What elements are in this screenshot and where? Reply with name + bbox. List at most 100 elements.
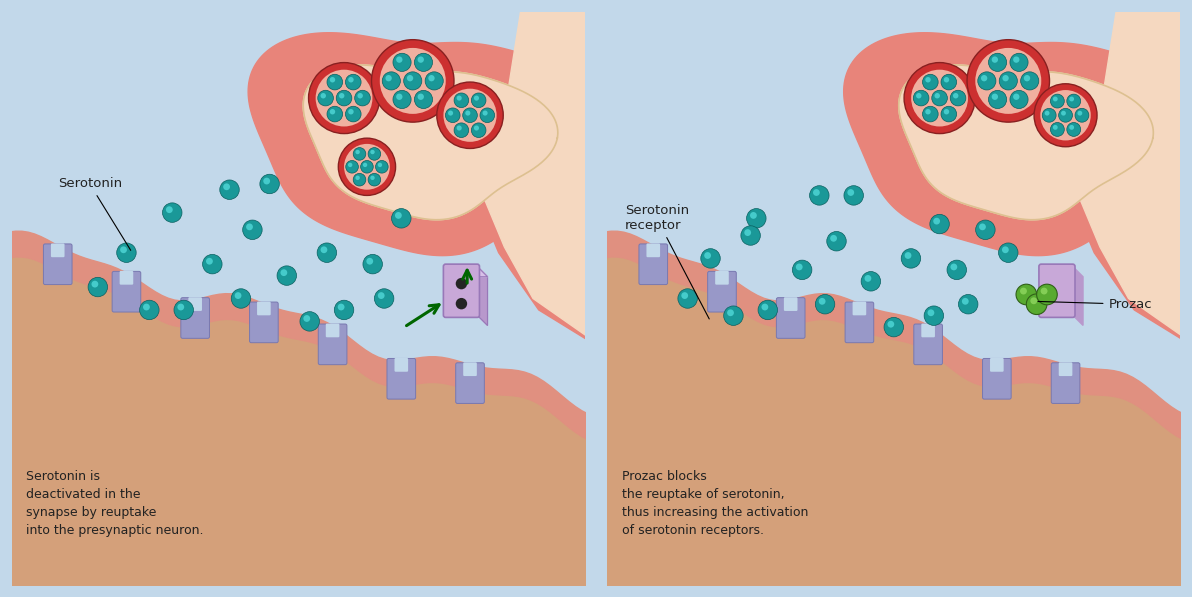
Circle shape xyxy=(988,90,1006,109)
Circle shape xyxy=(380,48,446,114)
Circle shape xyxy=(383,72,401,90)
Circle shape xyxy=(443,89,497,142)
Circle shape xyxy=(762,304,769,310)
Circle shape xyxy=(378,163,383,167)
Circle shape xyxy=(446,108,460,122)
Circle shape xyxy=(958,294,977,314)
Circle shape xyxy=(391,208,411,228)
Circle shape xyxy=(962,298,969,304)
Circle shape xyxy=(404,72,422,90)
Circle shape xyxy=(1053,125,1057,130)
Circle shape xyxy=(864,275,871,282)
Text: Prozac blocks
the reuptake of serotonin,
thus increasing the activation
of serot: Prozac blocks the reuptake of serotonin,… xyxy=(622,470,808,537)
Circle shape xyxy=(321,93,325,99)
Polygon shape xyxy=(470,0,613,356)
Circle shape xyxy=(1061,111,1066,116)
Circle shape xyxy=(361,161,373,173)
Circle shape xyxy=(930,214,949,234)
Polygon shape xyxy=(248,33,619,256)
Circle shape xyxy=(436,82,503,149)
Circle shape xyxy=(992,94,998,100)
Circle shape xyxy=(905,252,912,259)
Circle shape xyxy=(480,108,495,122)
Circle shape xyxy=(417,57,424,63)
FancyBboxPatch shape xyxy=(249,302,278,343)
Circle shape xyxy=(1042,108,1056,122)
Circle shape xyxy=(415,90,433,109)
Circle shape xyxy=(368,147,380,160)
Circle shape xyxy=(143,304,150,310)
Circle shape xyxy=(1002,247,1008,253)
Circle shape xyxy=(362,163,367,167)
Circle shape xyxy=(940,106,957,122)
Circle shape xyxy=(904,63,975,134)
Circle shape xyxy=(1067,122,1081,136)
FancyBboxPatch shape xyxy=(119,271,134,285)
Polygon shape xyxy=(844,33,1192,256)
Circle shape xyxy=(348,109,354,115)
Circle shape xyxy=(474,125,479,131)
Circle shape xyxy=(830,235,837,242)
Circle shape xyxy=(223,183,230,190)
Circle shape xyxy=(950,90,966,106)
Circle shape xyxy=(368,173,380,186)
Circle shape xyxy=(346,74,361,90)
Circle shape xyxy=(139,300,159,319)
Circle shape xyxy=(1058,108,1073,122)
Circle shape xyxy=(992,57,998,63)
Circle shape xyxy=(327,74,342,90)
Circle shape xyxy=(263,178,271,184)
Circle shape xyxy=(355,176,360,180)
Circle shape xyxy=(911,70,968,127)
Circle shape xyxy=(1050,94,1064,108)
Circle shape xyxy=(927,309,935,316)
FancyBboxPatch shape xyxy=(181,298,210,338)
FancyBboxPatch shape xyxy=(852,301,867,315)
FancyBboxPatch shape xyxy=(646,244,660,257)
FancyBboxPatch shape xyxy=(257,301,271,315)
Circle shape xyxy=(471,93,486,107)
Circle shape xyxy=(1044,111,1049,116)
Circle shape xyxy=(1050,122,1064,136)
Circle shape xyxy=(1037,284,1057,305)
Circle shape xyxy=(260,174,279,193)
Circle shape xyxy=(682,292,688,299)
Circle shape xyxy=(330,77,335,82)
Circle shape xyxy=(346,161,359,173)
Circle shape xyxy=(741,226,760,245)
Circle shape xyxy=(901,249,920,268)
FancyBboxPatch shape xyxy=(1039,264,1075,318)
Circle shape xyxy=(393,90,411,109)
Circle shape xyxy=(887,321,894,328)
Circle shape xyxy=(426,72,443,90)
Polygon shape xyxy=(899,65,1154,220)
Text: Serotonin is
deactivated in the
synapse by reuptake
into the presynaptic neuron.: Serotonin is deactivated in the synapse … xyxy=(26,470,204,537)
Circle shape xyxy=(316,70,372,127)
Circle shape xyxy=(827,232,846,251)
Polygon shape xyxy=(303,65,558,220)
Circle shape xyxy=(884,318,904,337)
Circle shape xyxy=(355,150,360,154)
Circle shape xyxy=(174,300,193,319)
Circle shape xyxy=(746,208,766,228)
Circle shape xyxy=(1069,97,1074,101)
FancyBboxPatch shape xyxy=(464,362,477,376)
FancyBboxPatch shape xyxy=(51,244,64,257)
Circle shape xyxy=(1033,84,1097,147)
Circle shape xyxy=(1010,90,1028,109)
Circle shape xyxy=(371,176,374,180)
Circle shape xyxy=(944,77,949,82)
Circle shape xyxy=(979,223,986,230)
Circle shape xyxy=(393,53,411,72)
Circle shape xyxy=(336,90,352,106)
Circle shape xyxy=(925,109,931,115)
Circle shape xyxy=(246,223,253,230)
Circle shape xyxy=(355,90,371,106)
Circle shape xyxy=(395,212,402,219)
Circle shape xyxy=(1078,111,1082,116)
Circle shape xyxy=(950,263,957,270)
Polygon shape xyxy=(476,0,590,338)
Text: Serotonin: Serotonin xyxy=(57,177,131,250)
Circle shape xyxy=(353,147,366,160)
FancyBboxPatch shape xyxy=(991,358,1004,372)
